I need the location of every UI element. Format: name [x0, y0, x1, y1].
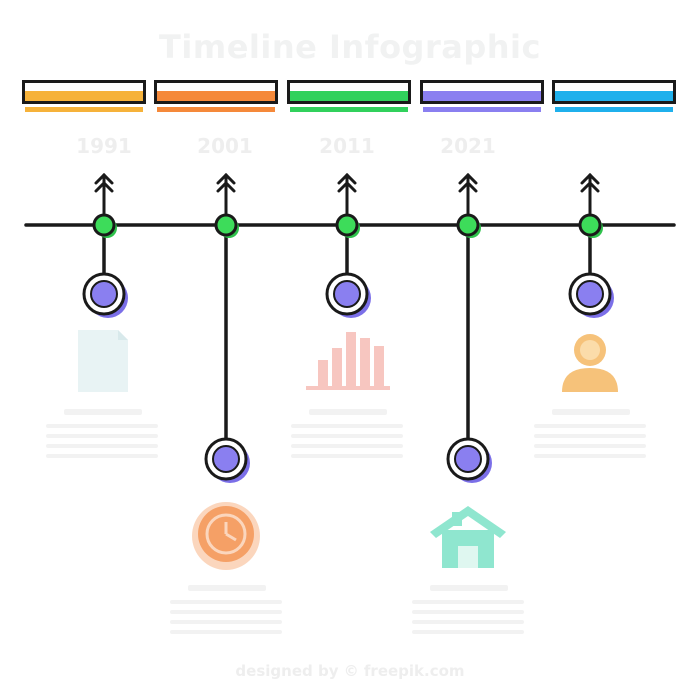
caption-line — [412, 610, 524, 614]
caption-line — [291, 424, 403, 428]
milestone-circle-1 — [82, 272, 128, 318]
caption-line — [412, 600, 524, 604]
timeline-bar-2 — [154, 80, 278, 112]
timeline-bar-3 — [287, 80, 411, 112]
caption-heading — [309, 409, 387, 415]
year-label-4: 2021 — [440, 134, 496, 158]
bar-underline-5 — [555, 107, 673, 112]
caption-line — [170, 620, 282, 624]
caption-line — [46, 434, 158, 438]
year-label-2: 2001 — [197, 134, 253, 158]
caption-heading — [64, 409, 142, 415]
bar-band-1 — [25, 91, 143, 101]
timeline-bar-4 — [420, 80, 544, 112]
caption-line — [534, 454, 646, 458]
document-icon — [78, 330, 128, 392]
timeline-node — [456, 213, 481, 238]
arrow-up-icon — [216, 172, 236, 216]
bar-band-3 — [290, 91, 408, 101]
milestone-circle-3 — [325, 272, 371, 318]
caption-heading — [188, 585, 266, 591]
caption-heading — [552, 409, 630, 415]
caption-line — [534, 444, 646, 448]
house-icon — [430, 506, 506, 568]
bar-underline-2 — [157, 107, 275, 112]
caption-line — [170, 600, 282, 604]
year-label-3: 2011 — [319, 134, 375, 158]
person-icon — [562, 334, 618, 392]
milestone-circle-4 — [446, 437, 492, 483]
bar-band-4 — [423, 91, 541, 101]
bar-chart-icon — [306, 332, 390, 390]
caption-heading — [430, 585, 508, 591]
caption-line — [46, 424, 158, 428]
caption-line — [170, 610, 282, 614]
bar-underline-3 — [290, 107, 408, 112]
milestone-circle-2 — [204, 437, 250, 483]
caption-line — [291, 434, 403, 438]
timeline-bar-5 — [552, 80, 676, 112]
clock-icon — [192, 502, 260, 570]
caption-line — [291, 454, 403, 458]
arrow-up-icon — [580, 172, 600, 216]
arrow-up-icon — [94, 172, 114, 216]
caption-line — [412, 620, 524, 624]
caption-line — [412, 630, 524, 634]
bar-band-5 — [555, 91, 673, 101]
bar-underline-4 — [423, 107, 541, 112]
timeline-bar-1 — [22, 80, 146, 112]
timeline-node — [92, 213, 117, 238]
caption-line — [46, 444, 158, 448]
footer-credit: designed by © freepik.com — [235, 662, 465, 680]
arrow-up-icon — [458, 172, 478, 216]
timeline-node — [214, 213, 239, 238]
year-label-1: 1991 — [76, 134, 132, 158]
caption-line — [46, 454, 158, 458]
timeline-node — [335, 213, 360, 238]
caption-line — [534, 434, 646, 438]
caption-line — [291, 444, 403, 448]
caption-line — [534, 424, 646, 428]
timeline-node — [578, 213, 603, 238]
caption-line — [170, 630, 282, 634]
bar-underline-1 — [25, 107, 143, 112]
milestone-circle-5 — [568, 272, 614, 318]
page-title: Timeline Infographic — [159, 28, 541, 66]
arrow-up-icon — [337, 172, 357, 216]
bar-band-2 — [157, 91, 275, 101]
